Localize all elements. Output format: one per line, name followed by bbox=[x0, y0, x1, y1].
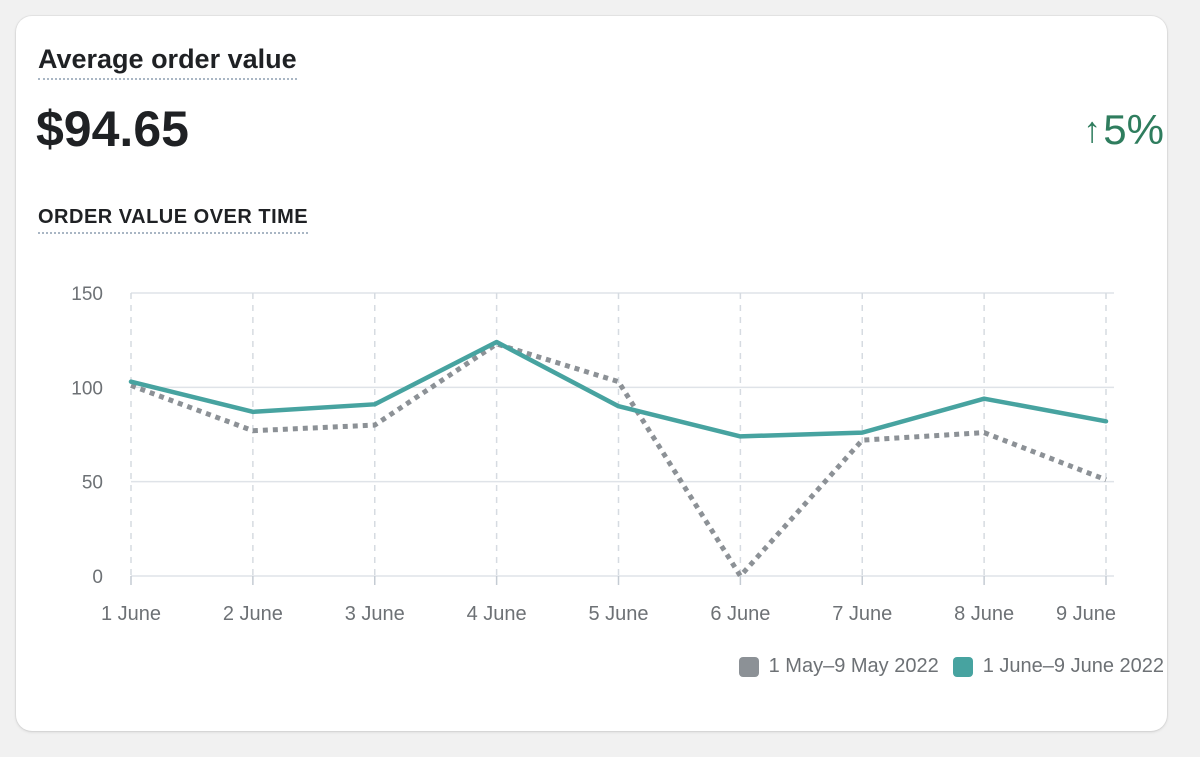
series-line-current-period[interactable] bbox=[128, 339, 1109, 439]
delta-value: 5% bbox=[1103, 106, 1164, 153]
delta-indicator: ↑ 5% bbox=[1083, 106, 1164, 154]
x-tick-label: 6 June bbox=[710, 603, 770, 625]
metric-value: $94.65 bbox=[36, 101, 189, 157]
x-tick-label: 2 June bbox=[223, 603, 283, 625]
legend-item-previous[interactable]: 1 May–9 May 2022 bbox=[738, 655, 939, 678]
x-tick-label: 1 June bbox=[101, 603, 161, 625]
legend-swatch bbox=[952, 656, 973, 677]
chart-series bbox=[128, 339, 1109, 579]
x-tick-label: 4 June bbox=[467, 603, 527, 625]
arrow-up-icon: ↑ bbox=[1083, 109, 1102, 150]
legend-swatch bbox=[738, 656, 759, 677]
y-tick-label: 100 bbox=[71, 378, 103, 399]
series-line-previous-period[interactable] bbox=[130, 341, 1107, 579]
y-tick-label: 150 bbox=[71, 284, 103, 305]
x-tick-label: 3 June bbox=[345, 603, 405, 625]
chart-legend: 1 May–9 May 2022 1 June–9 June 2022 bbox=[738, 655, 1164, 678]
x-tick-label: 7 June bbox=[832, 603, 892, 625]
legend-label: 1 May–9 May 2022 bbox=[768, 655, 939, 677]
chart-title[interactable]: ORDER VALUE OVER TIME bbox=[38, 206, 309, 234]
card-title[interactable]: Average order value bbox=[38, 44, 297, 80]
chart-grid bbox=[130, 292, 1114, 577]
legend-label: 1 June–9 June 2022 bbox=[982, 655, 1164, 677]
y-tick-label: 50 bbox=[82, 473, 103, 494]
x-tick-label: 9 June bbox=[1056, 603, 1116, 625]
y-tick-label: 0 bbox=[92, 567, 103, 588]
chart-axes: 0 50 100 150 1 June 2 June 3 June 4 June 5 June 6… bbox=[71, 284, 1116, 625]
legend-item-current[interactable]: 1 June–9 June 2022 bbox=[952, 655, 1164, 678]
average-order-value-card bbox=[16, 16, 1167, 731]
x-tick-label: 5 June bbox=[588, 603, 648, 625]
x-tick-label: 8 June bbox=[954, 603, 1014, 625]
